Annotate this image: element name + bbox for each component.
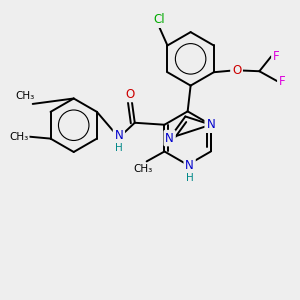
Text: H: H xyxy=(186,173,194,183)
Text: H: H xyxy=(115,142,123,152)
Text: CH₃: CH₃ xyxy=(9,132,28,142)
Text: N: N xyxy=(165,132,174,145)
Text: CH₃: CH₃ xyxy=(15,91,34,101)
Text: N: N xyxy=(206,118,215,131)
Text: F: F xyxy=(279,75,286,88)
Text: O: O xyxy=(125,88,134,100)
Text: F: F xyxy=(273,50,280,63)
Text: N: N xyxy=(115,129,123,142)
Text: N: N xyxy=(185,159,194,172)
Text: CH₃: CH₃ xyxy=(133,164,152,174)
Text: N: N xyxy=(206,118,215,131)
Text: O: O xyxy=(232,64,241,77)
Text: Cl: Cl xyxy=(154,13,165,26)
